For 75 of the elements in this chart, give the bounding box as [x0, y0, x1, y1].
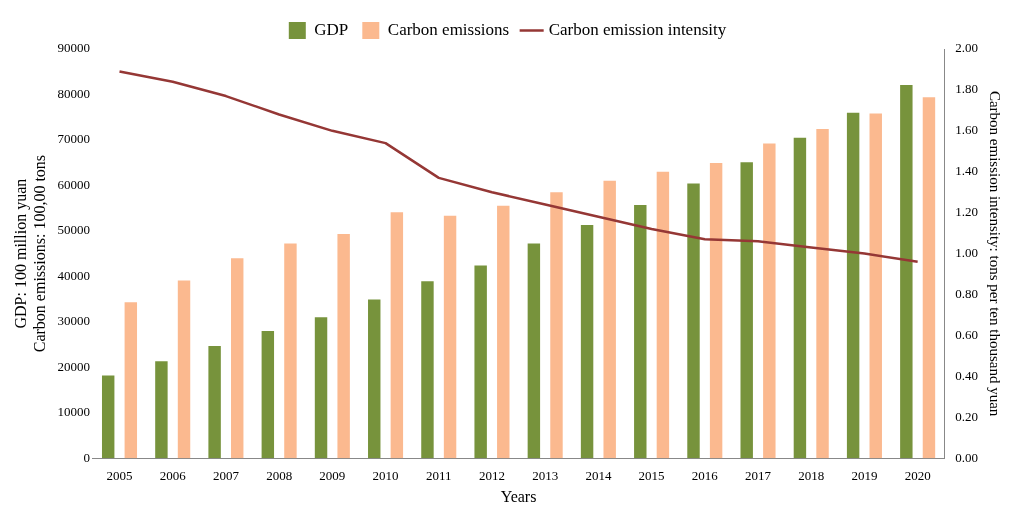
x-tick-label: 2006: [159, 468, 187, 484]
bar: [740, 162, 753, 459]
y2-tick-label: 2.00: [955, 40, 978, 56]
y2-tick-label: 1.60: [955, 122, 978, 138]
bar: [793, 137, 807, 459]
x-tick-label: 2018: [798, 468, 825, 484]
x-tick-label: 2019: [851, 468, 878, 484]
x-tick-label: 2015: [638, 468, 665, 484]
bar: [177, 280, 191, 459]
bar: [368, 299, 381, 459]
legend-label: Carbon emission intensity: [548, 19, 727, 39]
x-tick-label: 2007: [212, 468, 240, 484]
bar: [124, 302, 138, 459]
x-tick-label: 2010: [372, 468, 399, 484]
y2-tick-label: 0.00: [955, 449, 978, 465]
bar: [634, 204, 647, 459]
bar: [846, 112, 860, 459]
bar: [709, 163, 723, 459]
x-tick-label: 2005: [106, 468, 133, 484]
bar: [421, 281, 434, 459]
bar: [527, 243, 541, 459]
x-tick-label: 2011: [426, 468, 452, 484]
y-tick-label: 10000: [57, 404, 90, 420]
y2-tick-label: 0.20: [955, 408, 978, 424]
bar: [869, 113, 882, 459]
bar: [656, 171, 670, 459]
y-tick-label: 0: [83, 449, 90, 465]
bar: [900, 84, 913, 459]
bar: [155, 361, 168, 459]
x-tick-label: 2014: [585, 468, 612, 484]
bar: [337, 234, 350, 459]
y2-tick-label: 0.60: [955, 326, 978, 342]
bar: [603, 180, 616, 459]
y-tick-label: 80000: [57, 85, 90, 101]
bar: [580, 224, 594, 459]
y-tick-label: 70000: [57, 131, 90, 147]
bar: [314, 317, 328, 459]
bar: [208, 345, 221, 459]
y2-tick-label: 1.40: [955, 163, 978, 179]
y-tick-label: 20000: [57, 358, 90, 374]
x-tick-label: 2009: [319, 468, 346, 484]
bar: [261, 330, 275, 459]
y2-tick-label: 1.00: [955, 245, 978, 261]
y2-tick-label: 1.20: [955, 204, 978, 220]
x-tick-label: 2017: [745, 468, 772, 484]
y-tick-label: 60000: [57, 176, 90, 192]
bar: [687, 183, 700, 459]
x-axis-title: Years: [500, 487, 537, 505]
y-tick-label: 50000: [57, 222, 90, 238]
y2-tick-label: 0.80: [955, 285, 978, 301]
y2-tick-label: 0.40: [955, 367, 978, 383]
bar: [474, 265, 487, 459]
bar: [497, 205, 510, 459]
bar: [390, 212, 404, 459]
y2-tick-label: 1.80: [955, 81, 978, 97]
bar: [284, 243, 297, 459]
bar: [816, 129, 829, 459]
x-tick-label: 2012: [478, 468, 505, 484]
y-tick-label: 40000: [57, 267, 90, 283]
x-tick-label: 2020: [904, 468, 931, 484]
bar: [443, 215, 457, 459]
legend-label: GDP: [314, 19, 349, 39]
bar: [922, 97, 936, 459]
y2-axis-title: Carbon emission intensity: tons per ten thousand yuan: [987, 90, 1004, 417]
bar: [101, 375, 115, 459]
x-tick-label: 2016: [691, 468, 719, 484]
x-tick-label: 2008: [266, 468, 293, 484]
bar: [763, 143, 776, 459]
legend-label: Carbon emissions: [387, 19, 510, 39]
x-tick-label: 2013: [532, 468, 559, 484]
y-tick-label: 30000: [57, 313, 90, 329]
bar: [231, 258, 244, 459]
y-tick-label: 90000: [57, 40, 90, 56]
y-axis-title: GDP: 100 million yuan Carbon emissions: 100,00 tons: [11, 154, 48, 353]
bar: [550, 192, 563, 459]
